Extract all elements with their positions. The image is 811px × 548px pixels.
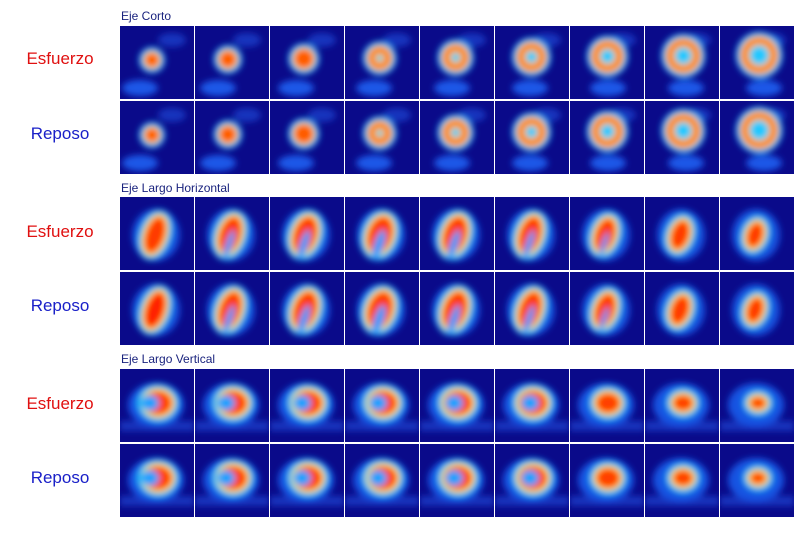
section-title-short-axis: Eje Corto [121,9,172,23]
spect-frame-short-rest-5 [420,101,494,174]
strip-short-stress [120,26,794,99]
spect-frame-short-stress-8 [645,26,719,99]
spect-frame-short-rest-7 [570,101,644,174]
spect-frame-hla-rest-2 [195,272,269,345]
spect-frame-short-stress-2 [195,26,269,99]
spect-frame-vla-stress-4 [345,369,419,442]
spect-frame-vla-rest-7 [570,444,644,517]
spect-frame-vla-rest-6 [495,444,569,517]
spect-frame-hla-stress-1 [120,197,194,270]
spect-frame-short-rest-1 [120,101,194,174]
spect-frame-short-rest-8 [645,101,719,174]
spect-frame-hla-rest-5 [420,272,494,345]
spect-frame-hla-rest-7 [570,272,644,345]
spect-frame-vla-stress-5 [420,369,494,442]
spect-frame-short-rest-2 [195,101,269,174]
spect-frame-hla-rest-1 [120,272,194,345]
spect-frame-short-rest-4 [345,101,419,174]
spect-frame-vla-stress-2 [195,369,269,442]
spect-frame-short-rest-6 [495,101,569,174]
section-title-vla: Eje Largo Vertical [121,352,216,366]
spect-frame-short-stress-4 [345,26,419,99]
row-label-vla-stress: Esfuerzo [26,394,94,413]
strip-vla-rest [120,444,794,517]
spect-frame-short-stress-9 [720,26,794,99]
strip-vla-stress [120,369,794,442]
spect-frame-vla-stress-3 [270,369,344,442]
strip-hla-stress [120,197,794,270]
spect-frame-hla-stress-3 [270,197,344,270]
row-label-short-rest: Reposo [30,124,90,143]
spect-frame-short-stress-3 [270,26,344,99]
spect-frame-hla-stress-9 [720,197,794,270]
spect-frame-vla-stress-1 [120,369,194,442]
spect-frame-vla-stress-9 [720,369,794,442]
spect-frame-hla-stress-6 [495,197,569,270]
strip-short-rest [120,101,794,174]
spect-frame-hla-stress-2 [195,197,269,270]
spect-frame-hla-stress-5 [420,197,494,270]
strip-hla-rest [120,272,794,345]
spect-frame-short-rest-3 [270,101,344,174]
row-label-hla-stress: Esfuerzo [26,222,94,241]
row-label-vla-rest: Reposo [30,468,90,487]
spect-frame-vla-rest-2 [195,444,269,517]
spect-frame-vla-rest-3 [270,444,344,517]
spect-frame-vla-rest-5 [420,444,494,517]
spect-frame-vla-stress-6 [495,369,569,442]
spect-frame-vla-rest-4 [345,444,419,517]
spect-frame-short-stress-6 [495,26,569,99]
spect-frame-short-rest-9 [720,101,794,174]
spect-frame-hla-stress-7 [570,197,644,270]
section-title-hla: Eje Largo Horizontal [121,181,230,195]
spect-frame-hla-rest-3 [270,272,344,345]
spect-frame-short-stress-7 [570,26,644,99]
spect-frame-hla-rest-9 [720,272,794,345]
row-label-hla-rest: Reposo [30,296,90,315]
spect-frame-hla-rest-4 [345,272,419,345]
spect-frame-vla-stress-7 [570,369,644,442]
spect-frame-short-stress-5 [420,26,494,99]
row-label-short-stress: Esfuerzo [26,49,94,68]
spect-frame-short-stress-1 [120,26,194,99]
spect-frame-vla-stress-8 [645,369,719,442]
spect-frame-hla-stress-4 [345,197,419,270]
spect-frame-vla-rest-9 [720,444,794,517]
spect-frame-hla-rest-8 [645,272,719,345]
spect-frame-hla-stress-8 [645,197,719,270]
spect-frame-hla-rest-6 [495,272,569,345]
spect-frame-vla-rest-1 [120,444,194,517]
spect-frame-vla-rest-8 [645,444,719,517]
